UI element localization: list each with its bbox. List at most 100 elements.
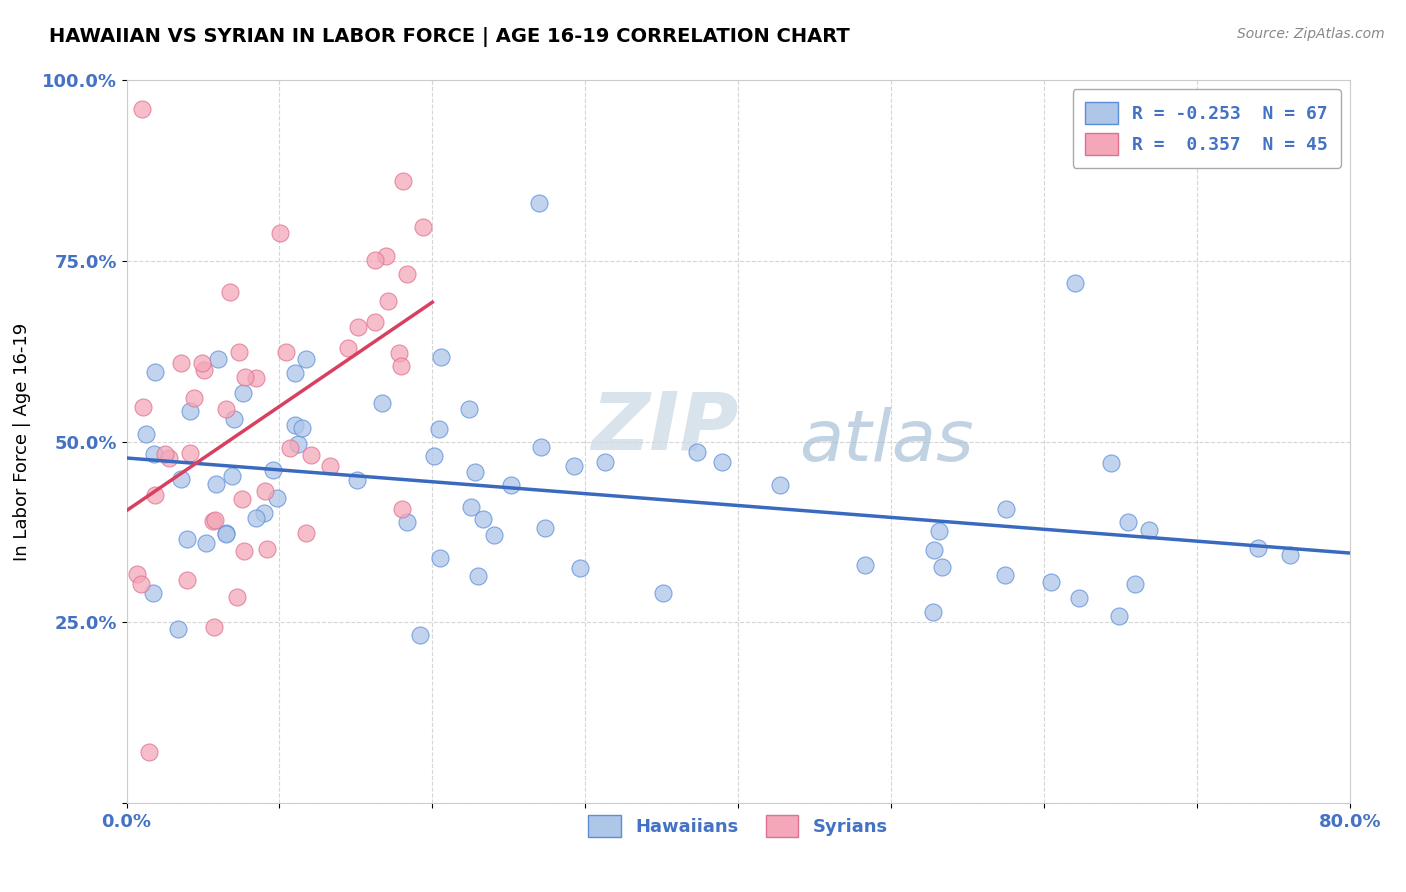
Point — [853, 558, 876, 573]
Point — [501, 477, 523, 491]
Point — [252, 506, 274, 520]
Point — [562, 458, 585, 473]
Point — [138, 745, 160, 759]
Point — [202, 514, 225, 528]
Point — [651, 586, 673, 600]
Point — [232, 386, 254, 401]
Point — [245, 511, 267, 525]
Point — [1137, 524, 1160, 538]
Point — [294, 525, 316, 540]
Point — [132, 401, 155, 415]
Point — [135, 427, 157, 442]
Text: Source: ZipAtlas.com: Source: ZipAtlas.com — [1237, 27, 1385, 41]
Point — [194, 536, 217, 550]
Point — [389, 359, 412, 373]
Point — [222, 412, 245, 426]
Point — [169, 472, 191, 486]
Point — [155, 447, 177, 461]
Point — [1040, 574, 1063, 589]
Point — [142, 585, 165, 599]
Point — [711, 454, 734, 468]
Point — [396, 515, 419, 529]
Point — [388, 346, 411, 360]
Point — [231, 492, 253, 507]
Text: HAWAIIAN VS SYRIAN IN LABOR FORCE | AGE 16-19 CORRELATION CHART: HAWAIIAN VS SYRIAN IN LABOR FORCE | AGE … — [49, 27, 851, 46]
Point — [347, 319, 370, 334]
Point — [221, 469, 243, 483]
Point — [266, 491, 288, 505]
Point — [392, 174, 415, 188]
Point — [458, 402, 481, 417]
Point — [287, 436, 309, 450]
Point — [284, 366, 307, 380]
Point — [994, 567, 1017, 582]
Point — [346, 473, 368, 487]
Point — [256, 542, 278, 557]
Point — [166, 622, 188, 636]
Point — [337, 341, 360, 355]
Point — [284, 418, 307, 433]
Point — [482, 528, 505, 542]
Point — [262, 463, 284, 477]
Point — [176, 573, 198, 587]
Point — [219, 285, 242, 299]
Point — [430, 350, 453, 364]
Point — [1116, 515, 1139, 529]
Point — [245, 370, 267, 384]
Point — [143, 488, 166, 502]
Point — [409, 628, 432, 642]
Point — [291, 420, 314, 434]
Point — [429, 551, 451, 566]
Point — [412, 219, 434, 234]
Y-axis label: In Labor Force | Age 16-19: In Labor Force | Age 16-19 — [13, 322, 31, 561]
Point — [318, 458, 340, 473]
Point — [463, 465, 485, 479]
Point — [364, 252, 387, 267]
Point — [769, 478, 792, 492]
Point — [179, 404, 201, 418]
Point — [191, 356, 214, 370]
Point — [129, 577, 152, 591]
Text: ZIP: ZIP — [592, 388, 738, 467]
Point — [179, 446, 201, 460]
Point — [1123, 576, 1146, 591]
Point — [427, 422, 450, 436]
Point — [1246, 541, 1268, 556]
Point — [193, 363, 215, 377]
Point — [460, 500, 482, 515]
Point — [471, 512, 494, 526]
Point — [569, 561, 592, 575]
Point — [278, 442, 301, 456]
Point — [204, 513, 226, 527]
Point — [274, 344, 297, 359]
Legend: Hawaiians, Syrians: Hawaiians, Syrians — [581, 808, 896, 845]
Point — [391, 501, 413, 516]
Point — [534, 521, 557, 535]
Point — [931, 560, 953, 574]
Point — [1278, 549, 1301, 563]
Point — [295, 351, 318, 366]
Point — [396, 267, 419, 281]
Point — [1099, 456, 1122, 470]
Point — [529, 196, 551, 211]
Point — [922, 605, 945, 619]
Point — [226, 591, 249, 605]
Point — [530, 440, 553, 454]
Point — [1067, 591, 1090, 606]
Point — [995, 501, 1018, 516]
Point — [143, 365, 166, 379]
Point — [269, 227, 291, 241]
Point — [176, 533, 198, 547]
Point — [928, 524, 950, 538]
Point — [467, 568, 489, 582]
Point — [374, 249, 396, 263]
Point — [157, 451, 180, 466]
Point — [127, 566, 149, 581]
Point — [204, 476, 226, 491]
Point — [215, 527, 238, 541]
Point — [254, 483, 277, 498]
Point — [233, 369, 256, 384]
Point — [299, 448, 322, 462]
Point — [423, 449, 446, 463]
Point — [215, 525, 238, 540]
